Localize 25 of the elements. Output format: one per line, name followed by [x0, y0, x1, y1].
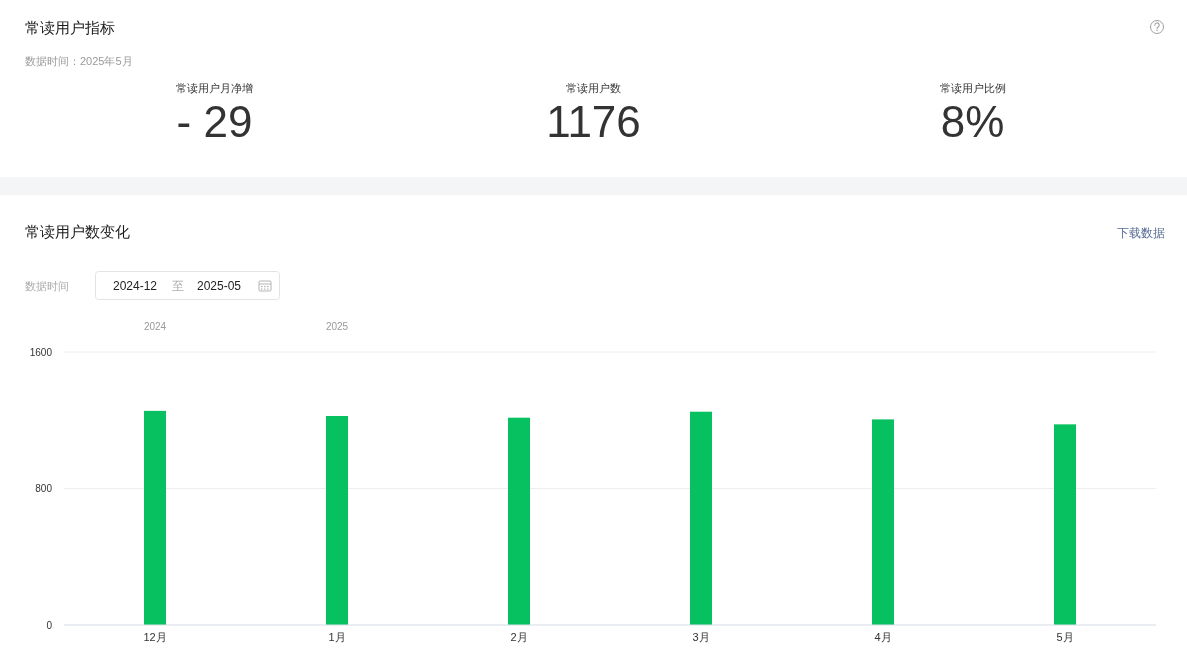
picker-start: 2024-12 [113, 279, 157, 293]
year-label: 2025 [325, 321, 349, 332]
y-tick-label: 1600 [29, 346, 52, 358]
link-download: 下载数据 [1117, 226, 1165, 240]
picker-label: 数据时间 [25, 280, 69, 292]
y-tick-label: 800 [35, 483, 52, 494]
year-label: 2024 [143, 321, 167, 332]
x-tick-label: 1月 [328, 631, 346, 643]
kpi-label: 常读用户数 [566, 82, 621, 94]
picker-separator: 至 [172, 279, 184, 293]
x-tick-label: 4月 [874, 631, 892, 643]
title: 常读用户指标 [25, 19, 115, 36]
kpi-label: 常读用户月净增 [176, 82, 253, 94]
kpi-value: 1176 [546, 97, 641, 146]
title: 常读用户数变化 [25, 223, 130, 240]
subtitle: 数据时间：2025年5月 [25, 55, 133, 67]
x-tick-label: 12月 [143, 631, 167, 643]
kpi-label: 常读用户比例 [939, 82, 1006, 94]
x-tick-label: 2月 [510, 631, 528, 643]
x-tick-label: 5月 [1056, 631, 1074, 643]
kpi-value: 8% [940, 97, 1005, 146]
x-tick-label: 3月 [692, 631, 710, 643]
kpi-value: - 29 [176, 97, 253, 146]
picker-end: 2025-05 [197, 279, 241, 293]
y-tick-label: 0 [46, 619, 52, 631]
